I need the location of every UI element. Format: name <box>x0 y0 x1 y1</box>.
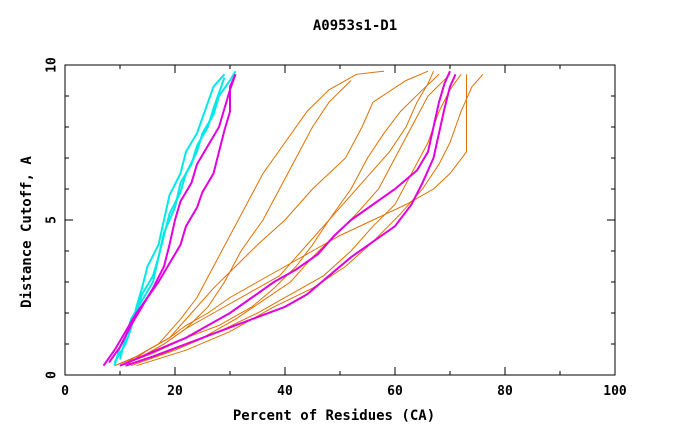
series-line-orange-9 <box>119 70 434 367</box>
series-line-orange-6 <box>130 74 462 367</box>
series-line-orange-8 <box>114 74 467 367</box>
series-line-orange-4 <box>119 73 440 367</box>
plot-frame <box>64 64 616 376</box>
y-axis-label: Distance Cutoff, A <box>19 156 35 308</box>
x-axis-label: Percent of Residues (CA) <box>233 408 435 424</box>
x-tick-label: 60 <box>387 384 403 399</box>
series-line-orange-1 <box>119 80 352 367</box>
series-line-orange-2 <box>114 70 385 367</box>
series-line-magenta-2 <box>102 73 237 367</box>
x-tick-label: 20 <box>167 384 183 399</box>
x-tick-label: 80 <box>497 384 513 399</box>
y-tick-label: 10 <box>45 57 60 73</box>
series-line-orange-7 <box>136 73 484 367</box>
x-tick-label: 40 <box>277 384 293 399</box>
series-line-magenta-3 <box>119 70 451 367</box>
x-tick-label: 0 <box>61 384 69 399</box>
series-line-magenta-1 <box>108 73 237 364</box>
y-tick-label: 0 <box>45 371 60 379</box>
series-layer <box>102 70 484 367</box>
y-tick-label: 5 <box>45 216 60 224</box>
x-tick-label: 100 <box>603 384 627 399</box>
series-line-magenta-4 <box>125 73 457 367</box>
tick-layer: 0 20 40 60 80 100 0 5 10 <box>45 57 627 399</box>
series-line-orange-3 <box>125 70 429 367</box>
chart-title: A0953s1-D1 <box>313 18 397 34</box>
